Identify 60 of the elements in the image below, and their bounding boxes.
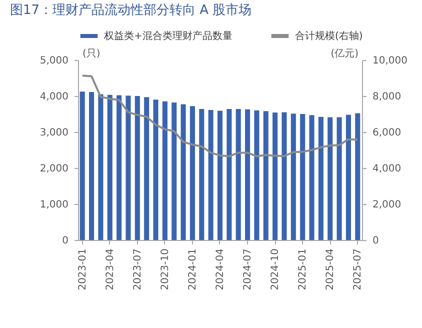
bar [162, 101, 168, 240]
chart-title: 图17：理财产品流动性部分转向 A 股市场 [10, 2, 252, 18]
line-series [81, 74, 359, 158]
x-tick-label: 2025-01 [298, 248, 309, 290]
x-tick-label: 2023-01 [77, 248, 88, 290]
bar [236, 108, 241, 240]
bar [263, 111, 268, 240]
bar [290, 114, 296, 240]
bar [318, 116, 324, 240]
y2-axis-title: (亿元) [330, 48, 359, 60]
bar [172, 102, 177, 240]
bar [272, 112, 278, 240]
y2-tick-label: 8,000 [372, 92, 402, 102]
y2-tick-label: 10,000 [372, 56, 408, 66]
bar [254, 110, 260, 240]
y-tick-label: 3,000 [40, 128, 68, 138]
bar [226, 108, 232, 240]
x-tick-label: 2023-07 [132, 248, 144, 290]
bar [190, 106, 195, 240]
y2-tick-label: 0 [372, 236, 379, 246]
bar [116, 95, 122, 240]
bar [134, 96, 140, 240]
x-tick-label: 2024-10 [270, 248, 282, 290]
y-tick-label: 0 [62, 236, 68, 246]
bar [208, 110, 214, 240]
x-tick-label: 2023-04 [104, 248, 116, 290]
y2-tick-label: 6,000 [372, 128, 402, 138]
bar [300, 114, 306, 240]
legend-label: 权益类+混合类理财产品数量 [103, 30, 232, 42]
bar [282, 112, 287, 240]
bar [346, 114, 351, 240]
x-tick-label: 2023-10 [160, 248, 171, 290]
y-tick-label: 1,000 [40, 200, 68, 210]
y-axis-title: (只) [82, 48, 100, 60]
bar [355, 113, 360, 240]
x-tick-label: 2025-07 [352, 248, 364, 290]
x-tick-label: 2024-04 [215, 248, 226, 290]
bar [98, 94, 104, 240]
bar [126, 96, 131, 240]
x-tick-label: 2024-07 [242, 248, 254, 290]
y2-tick-label: 2,000 [372, 200, 402, 210]
bar [217, 110, 223, 240]
bar [89, 92, 94, 240]
bar [199, 108, 204, 240]
x-tick-label: 2025-04 [325, 248, 336, 290]
x-tick-label: 2024-01 [187, 248, 198, 290]
bar [336, 117, 342, 240]
bar [144, 97, 150, 240]
y2-tick-label: 4,000 [372, 164, 402, 174]
bar [153, 100, 158, 240]
bar [80, 92, 85, 240]
bar [328, 117, 333, 240]
bar [245, 109, 250, 240]
bar [309, 115, 314, 240]
y-tick-label: 2,000 [40, 164, 68, 174]
bar [107, 94, 112, 240]
y-tick-label: 5,000 [40, 56, 68, 66]
y-tick-label: 4,000 [40, 92, 68, 102]
legend-label: 合计规模(右轴) [295, 30, 363, 42]
bar [180, 104, 186, 240]
